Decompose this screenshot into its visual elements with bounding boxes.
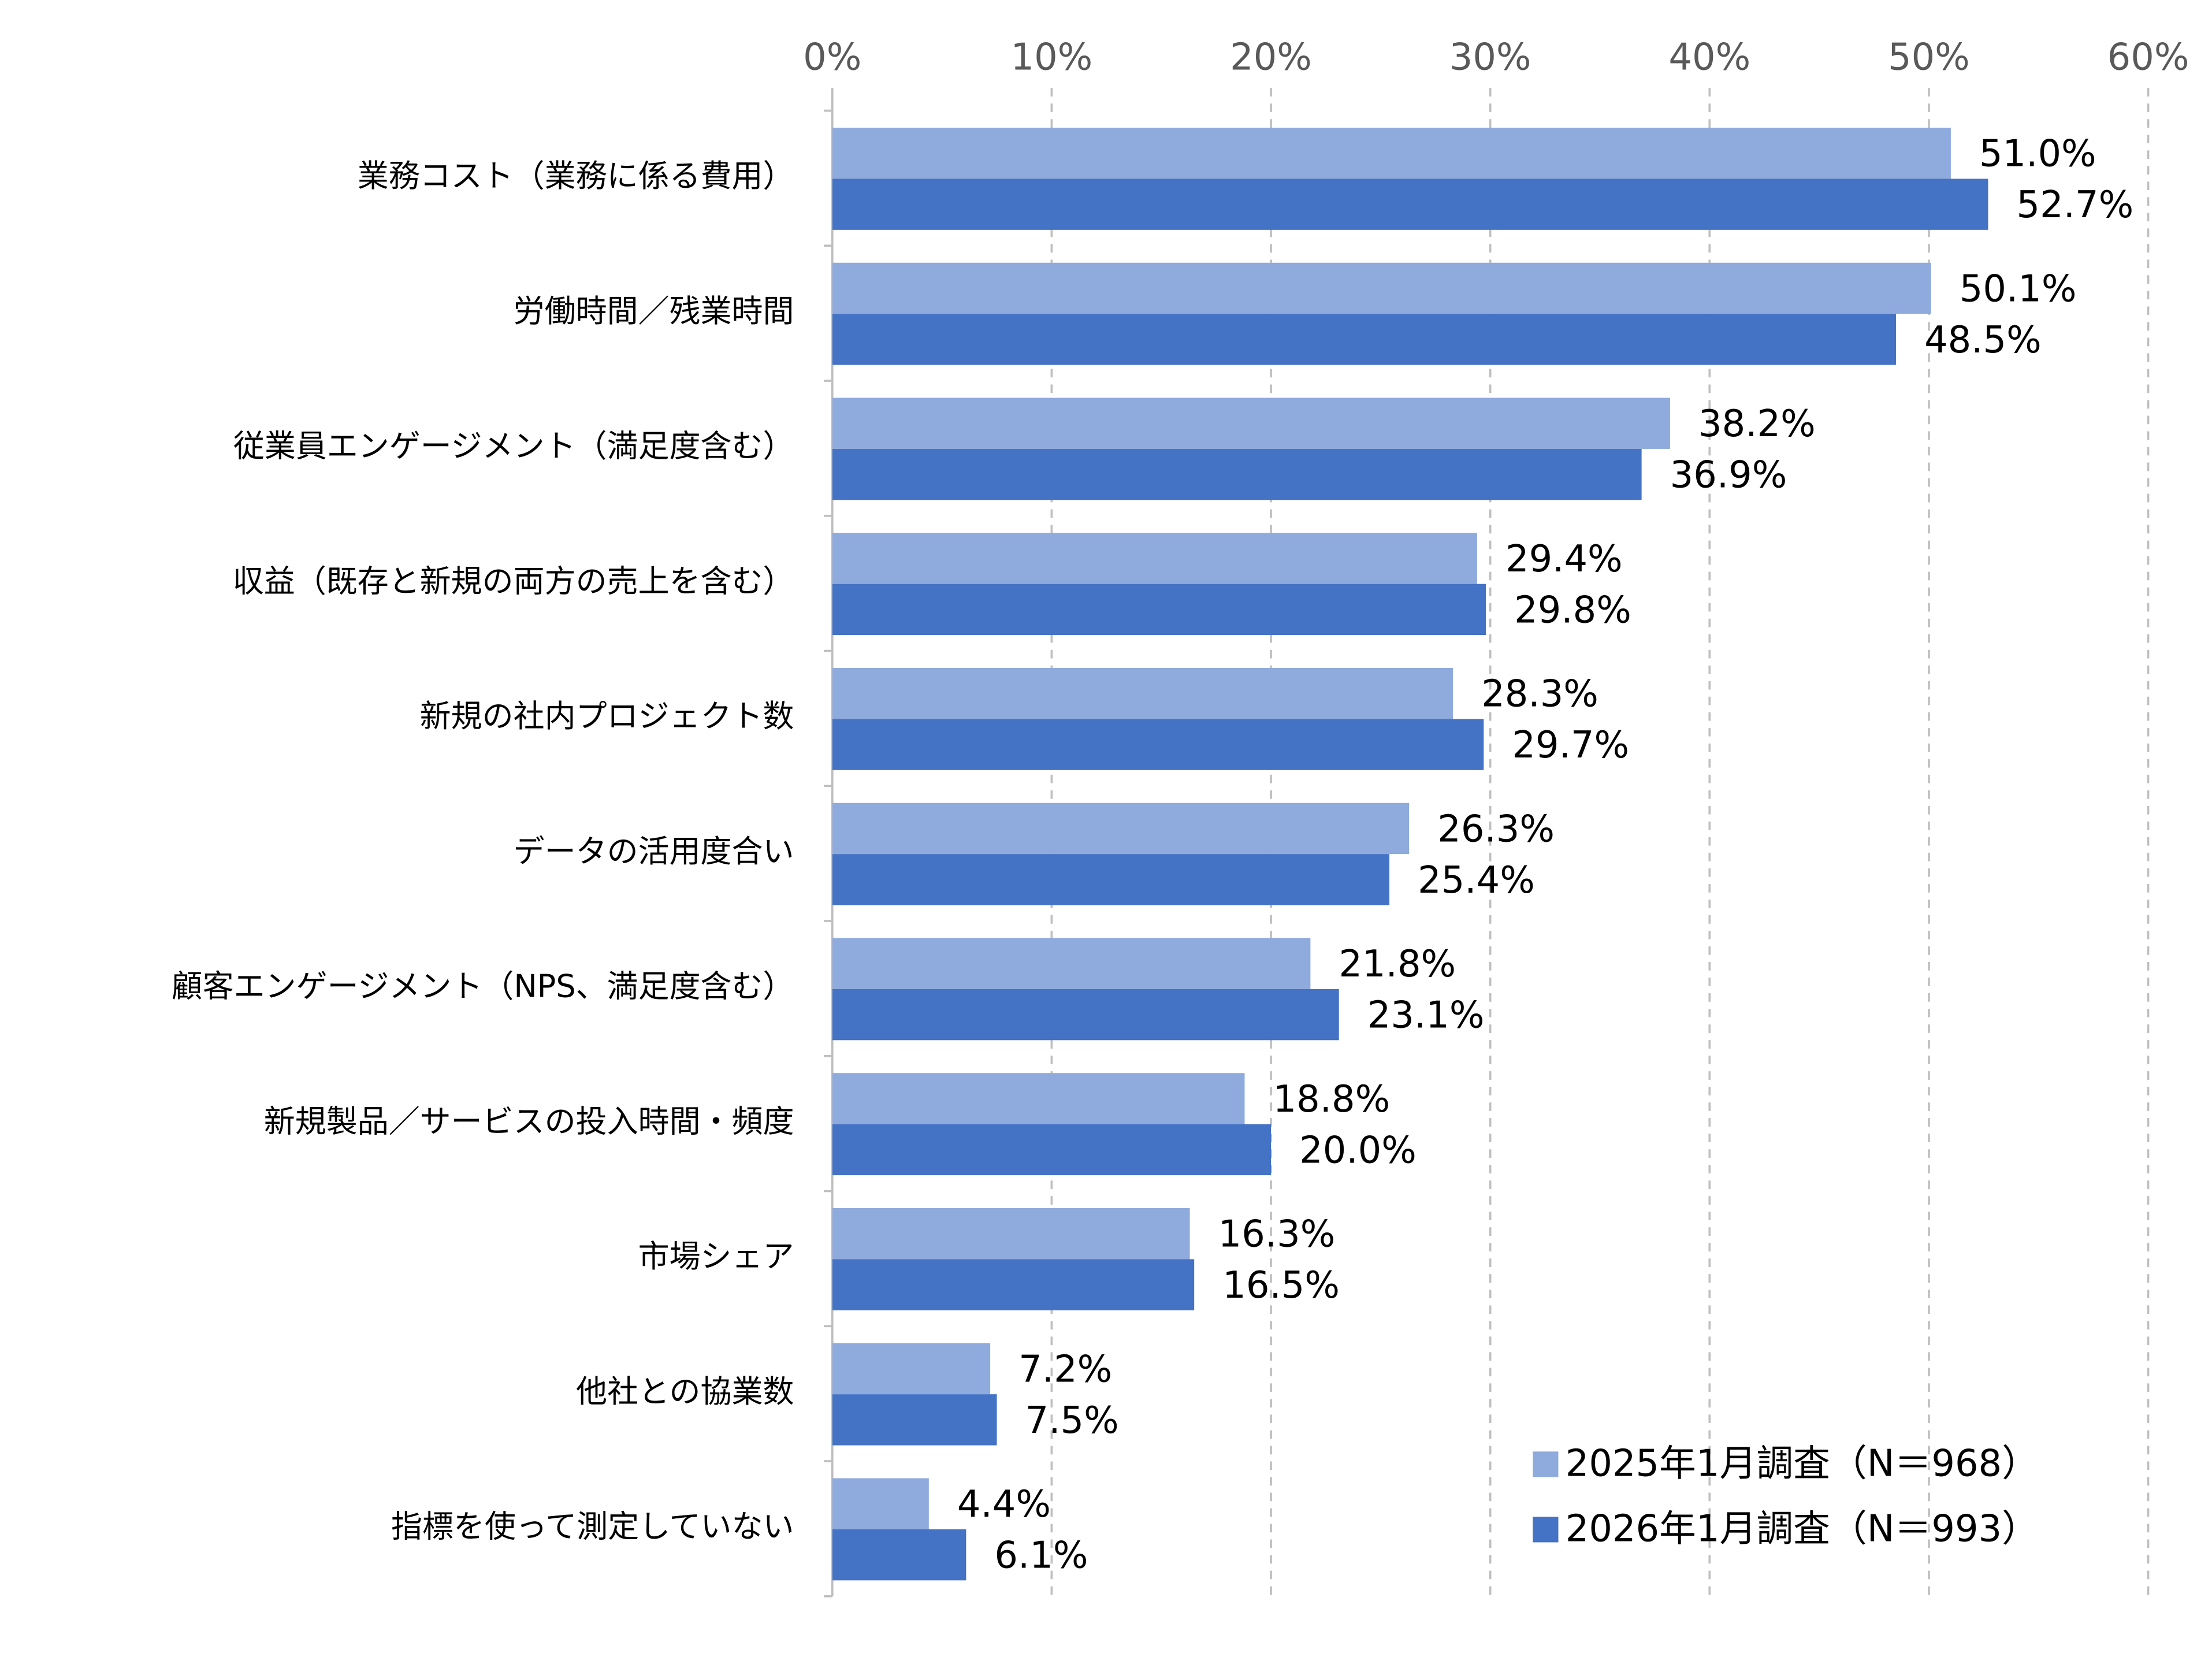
value-label: 7.2% (1018, 1348, 1112, 1391)
legend-swatch (1533, 1451, 1559, 1477)
bar (832, 314, 1896, 365)
x-tick-label: 10% (1010, 36, 1092, 79)
category-label: 新規の社内プロジェクト数 (420, 698, 794, 734)
bar (832, 1343, 991, 1395)
value-label: 26.3% (1437, 808, 1555, 850)
bar (832, 938, 1311, 989)
value-label: 48.5% (1924, 319, 2042, 362)
value-label: 52.7% (2017, 184, 2134, 226)
value-label: 29.4% (1505, 538, 1623, 581)
legend-swatch (1533, 1517, 1559, 1543)
value-label: 29.7% (1512, 724, 1629, 767)
x-tick-label: 30% (1449, 36, 1531, 79)
category-label: データの活用度合い (514, 833, 794, 870)
category-label: 市場シェア (638, 1238, 794, 1275)
legend-label: 2025年1月調査（N＝968） (1566, 1442, 2039, 1485)
value-label: 21.8% (1339, 943, 1456, 986)
value-label: 50.1% (1960, 268, 2077, 310)
bar (832, 854, 1390, 905)
category-label: 業務コスト（業務に係る費用） (358, 158, 794, 194)
category-label: 指標を使って測定していない (391, 1509, 794, 1545)
bar (832, 1259, 1195, 1310)
value-label: 16.3% (1218, 1213, 1336, 1256)
bar (832, 1208, 1190, 1260)
bar (832, 179, 1988, 230)
bar (832, 1478, 929, 1529)
value-label: 6.1% (994, 1535, 1088, 1577)
value-label: 4.4% (957, 1483, 1051, 1526)
legend-label: 2026年1月調査（N＝993） (1566, 1507, 2039, 1550)
value-label: 29.8% (1514, 589, 1631, 632)
bar (832, 448, 1642, 500)
value-label: 23.1% (1367, 994, 1485, 1037)
category-label: 顧客エンゲージメント（NPS、満足度含む） (172, 968, 794, 1005)
bar (832, 803, 1410, 855)
category-label: 他社との協業数 (576, 1373, 794, 1410)
bar (832, 262, 1931, 314)
category-label: 従業員エンゲージメント（満足度含む） (233, 428, 794, 465)
x-tick-label: 40% (1668, 36, 1750, 79)
x-tick-label: 50% (1888, 36, 1970, 79)
bar (832, 719, 1484, 770)
bar (832, 584, 1486, 636)
bar (832, 989, 1339, 1041)
bar (832, 1394, 997, 1446)
category-label: 労働時間／残業時間 (514, 293, 794, 329)
value-label: 36.9% (1670, 454, 1787, 497)
value-label: 51.0% (1979, 133, 2096, 176)
value-label: 16.5% (1222, 1264, 1340, 1307)
value-label: 7.5% (1025, 1399, 1119, 1442)
bar (832, 398, 1670, 449)
bar (832, 128, 1951, 179)
bar (832, 1124, 1272, 1176)
bar (832, 668, 1453, 719)
bar (832, 1073, 1245, 1124)
value-label: 38.2% (1698, 403, 1816, 445)
value-label: 20.0% (1299, 1129, 1417, 1172)
bar (832, 533, 1477, 584)
x-tick-label: 20% (1230, 36, 1312, 79)
bar (832, 1529, 966, 1581)
x-tick-label: 0% (803, 36, 861, 79)
value-label: 18.8% (1273, 1078, 1391, 1121)
value-label: 28.3% (1481, 673, 1598, 716)
value-label: 25.4% (1418, 859, 1535, 902)
x-tick-label: 60% (2107, 36, 2189, 79)
category-label: 新規製品／サービスの投入時間・頻度 (264, 1103, 794, 1139)
category-label: 収益（既存と新規の両方の売上を含む） (233, 563, 794, 599)
